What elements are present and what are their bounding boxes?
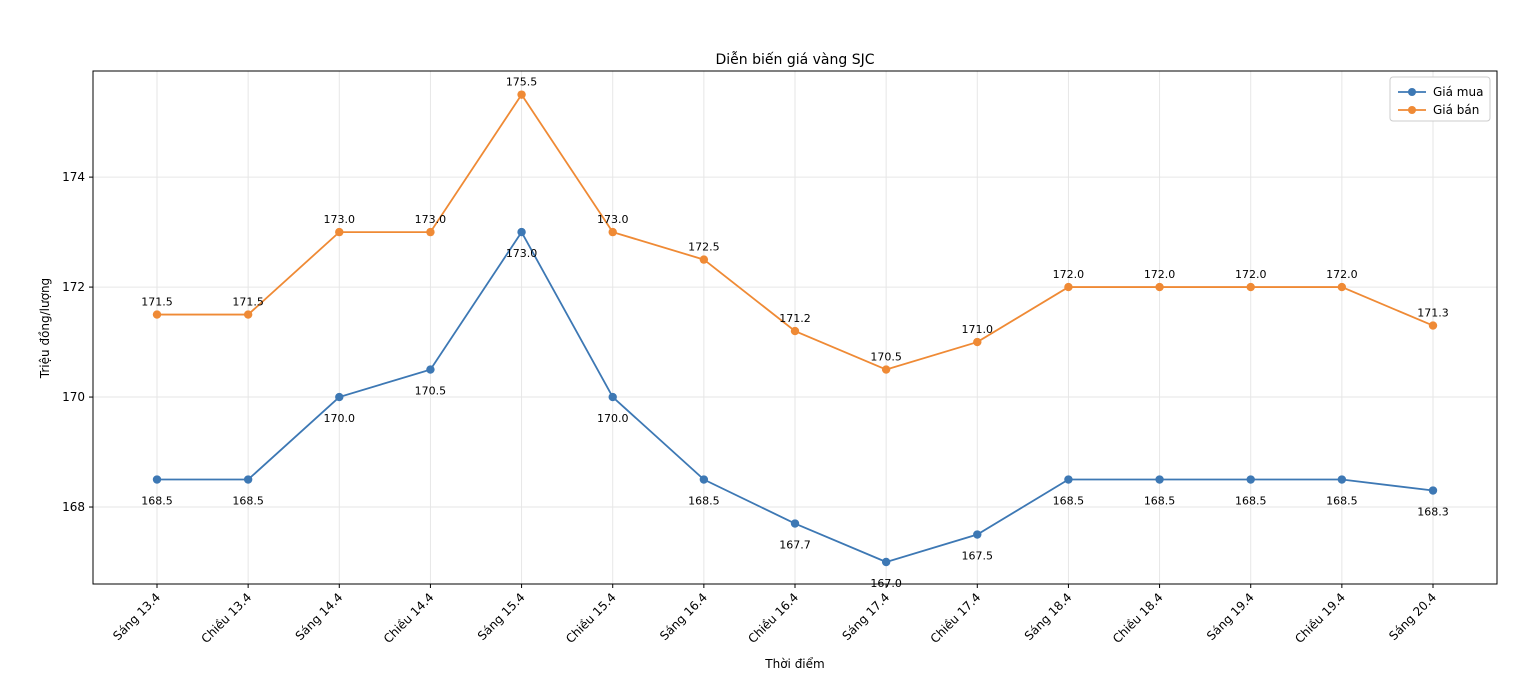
data-point bbox=[699, 255, 709, 264]
data-label: 173.0 bbox=[324, 213, 356, 226]
data-point bbox=[1337, 282, 1347, 292]
y-tick-label: 168 bbox=[62, 500, 85, 514]
y-tick-label: 170 bbox=[62, 390, 85, 404]
x-tick-label: Chiều 18.4 bbox=[1110, 590, 1166, 646]
series-lines bbox=[152, 90, 1438, 567]
data-point bbox=[1155, 475, 1164, 484]
data-point bbox=[243, 475, 253, 484]
data-point bbox=[426, 365, 435, 374]
data-point bbox=[1428, 321, 1438, 330]
data-label: 172.0 bbox=[1235, 268, 1267, 281]
data-point bbox=[517, 90, 526, 99]
grid bbox=[93, 71, 1497, 584]
x-tick-label: Chiều 16.4 bbox=[745, 590, 801, 646]
x-tick-label: Chiều 15.4 bbox=[563, 590, 619, 646]
legend-label: Giá bán bbox=[1433, 103, 1479, 117]
data-label: 168.5 bbox=[688, 495, 720, 508]
x-tick-label: Sáng 17.4 bbox=[839, 590, 892, 643]
data-label: 172.0 bbox=[1053, 268, 1085, 281]
x-tick-label: Sáng 20.4 bbox=[1386, 590, 1439, 643]
data-point bbox=[608, 392, 617, 402]
data-label: 168.5 bbox=[1235, 495, 1267, 508]
data-point bbox=[699, 475, 709, 484]
data-label: 173.0 bbox=[506, 247, 538, 260]
x-tick-label: Sáng 18.4 bbox=[1022, 590, 1075, 643]
data-label: 168.5 bbox=[1326, 495, 1358, 508]
data-labels: 168.5 168.5 170.0 170.5 173.0 170.0 168.5 167.7… bbox=[141, 76, 1449, 590]
legend-label: Giá mua bbox=[1433, 85, 1483, 99]
data-label: 172.0 bbox=[1144, 268, 1176, 281]
data-label: 173.0 bbox=[597, 213, 629, 226]
data-label: 172.0 bbox=[1326, 268, 1358, 281]
y-axis-label: Triệu đồng/lượng bbox=[38, 278, 52, 379]
data-point bbox=[335, 392, 344, 402]
x-axis-label: Thời điểm bbox=[764, 657, 824, 671]
data-point bbox=[1246, 282, 1255, 292]
data-point bbox=[881, 557, 891, 567]
y-tick-label: 172 bbox=[62, 280, 85, 294]
x-tick-label: Sáng 14.4 bbox=[293, 590, 346, 643]
y-tick-label: 174 bbox=[62, 170, 85, 184]
data-label: 168.5 bbox=[1144, 495, 1176, 508]
x-tick-label: Sáng 13.4 bbox=[110, 590, 163, 643]
data-point bbox=[1246, 475, 1255, 484]
data-label: 171.5 bbox=[232, 296, 264, 309]
data-label: 171.0 bbox=[962, 323, 994, 336]
data-point bbox=[1064, 282, 1073, 292]
x-tick-label: Chiều 19.4 bbox=[1292, 590, 1348, 646]
data-label: 170.0 bbox=[324, 412, 356, 425]
data-point bbox=[1155, 282, 1164, 292]
data-label: 170.5 bbox=[415, 385, 447, 398]
data-label: 171.2 bbox=[779, 312, 811, 325]
x-tick-label: Chiều 14.4 bbox=[381, 590, 437, 646]
data-label: 172.5 bbox=[688, 241, 720, 254]
data-label: 168.3 bbox=[1417, 506, 1449, 519]
data-point bbox=[243, 310, 253, 319]
data-label: 168.5 bbox=[232, 495, 264, 508]
data-point bbox=[790, 326, 800, 336]
data-point bbox=[152, 475, 162, 484]
data-label: 170.5 bbox=[870, 351, 902, 364]
legend-marker bbox=[1408, 88, 1416, 96]
x-tick-label: Sáng 15.4 bbox=[475, 590, 528, 643]
data-point bbox=[790, 519, 800, 528]
data-label: 171.3 bbox=[1417, 307, 1449, 320]
data-label: 170.0 bbox=[597, 412, 629, 425]
chart-title: Diễn biến giá vàng SJC bbox=[716, 51, 875, 68]
y-axis: 168 170 172 174 bbox=[62, 170, 93, 514]
data-label: 175.5 bbox=[506, 76, 538, 89]
data-label: 168.5 bbox=[1053, 495, 1085, 508]
data-point bbox=[517, 227, 526, 237]
data-label: 167.5 bbox=[962, 550, 994, 563]
data-label: 173.0 bbox=[415, 213, 447, 226]
legend: Giá mua Giá bán bbox=[1389, 76, 1491, 122]
data-label: 168.5 bbox=[141, 495, 173, 508]
x-tick-label: Sáng 19.4 bbox=[1204, 590, 1257, 643]
data-point bbox=[152, 310, 162, 319]
data-point bbox=[608, 227, 617, 237]
data-point bbox=[881, 365, 891, 374]
data-point bbox=[973, 337, 982, 347]
data-point bbox=[335, 227, 344, 237]
legend-marker bbox=[1408, 106, 1416, 114]
data-point bbox=[973, 530, 982, 539]
data-point bbox=[1337, 475, 1347, 484]
data-point bbox=[1064, 475, 1073, 484]
data-point bbox=[426, 227, 435, 237]
x-axis: Sáng 13.4 Chiều 13.4 Sáng 14.4 Chiều 14.4 Sá… bbox=[110, 584, 1439, 646]
x-tick-label: Chiều 13.4 bbox=[199, 590, 255, 646]
data-label: 167.7 bbox=[779, 539, 811, 552]
x-tick-label: Sáng 16.4 bbox=[657, 590, 710, 643]
data-label: 171.5 bbox=[141, 296, 173, 309]
x-tick-label: Chiều 17.4 bbox=[928, 590, 984, 646]
data-point bbox=[1428, 486, 1438, 495]
